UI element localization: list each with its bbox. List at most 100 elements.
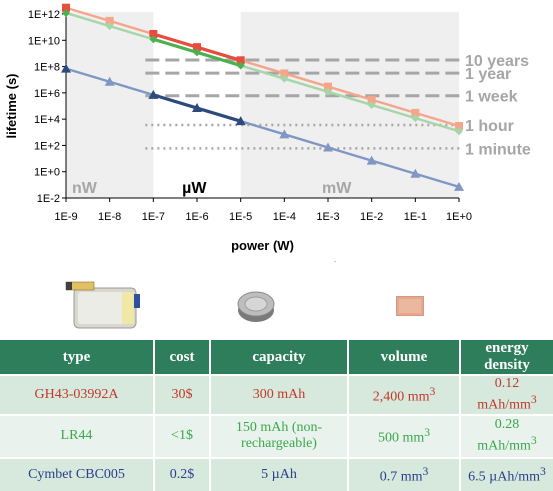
series-line-segment [109,24,154,41]
reference-line-label: 1 minute [465,141,531,158]
table-row: LR44 <1$ 150 mAh (non-rechargeable) 500 … [0,413,553,458]
data-point [366,155,377,165]
superscript: 3 [424,426,431,440]
reference-line-label: 1 hour [465,118,514,135]
data-point [280,69,289,78]
type-cell: Cymbet CBC005 [0,456,155,491]
x-tick-label: 1E-1 [404,211,427,223]
y-tick-label: 1E+12 [28,9,60,21]
region-band [240,12,459,198]
data-point [454,181,464,191]
data-point [149,30,158,39]
coin-cell-photo [237,291,275,322]
data-point [236,56,245,65]
series-line-segment [240,59,285,75]
column-header: volume [348,340,461,375]
superscript: 3 [429,385,436,398]
data-point [411,108,420,117]
smartwatch-battery-photo [65,281,140,329]
data-point [455,122,463,131]
data-point [193,43,201,52]
x-tick-label: 1E-8 [98,211,121,223]
series-line-segment [371,98,416,115]
series-line-segment [283,133,329,149]
legend-label: button cell battery [210,261,297,262]
series-line-segment [283,72,329,88]
data-point [280,74,289,83]
series-line-segment [152,37,198,54]
volume-value: 0.7 mm [379,469,423,485]
data-point [236,61,245,70]
y-axis-label: lifetime (s) [4,73,19,138]
series-line-segment [152,93,198,110]
y-tick-label: 1E+4 [34,114,60,126]
data-point [323,142,333,152]
series-line-segment [240,120,285,136]
data-point [235,116,246,126]
series-line-segment [152,32,198,49]
series-line-segment [109,19,154,36]
capacity-cell: 300 mAh [210,374,349,415]
region-band [66,12,154,198]
density-value: 6.5 µAh/mm [468,469,541,485]
data-point [104,76,115,86]
capacity-cell: 5 µAh [210,456,349,491]
type-cell: GH43-03992A [0,374,155,415]
density-value: 0.28 mAh/mm [477,417,531,454]
data-point [324,87,332,96]
legend-label: thin-film battery [359,261,435,262]
x-tick-label: 1E-4 [273,211,296,223]
series-line-segment [65,67,111,83]
series-square [62,3,463,131]
y-tick-label: 1E+2 [34,140,60,152]
series-line-segment [414,172,460,189]
data-point [411,114,420,123]
data-point [105,16,114,25]
density-value: 0.12 mAh/mm [477,376,531,413]
table-header-row: type cost capacity volume energy density [0,340,553,375]
series-line-segment [65,11,111,28]
series-line-segment [327,146,373,162]
x-tick-label: 1E-3 [316,211,339,223]
superscript: 3 [530,393,537,406]
x-tick-label: 1E-2 [360,211,383,223]
x-axis-label: power (W) [231,238,294,253]
superscript: 3 [422,464,429,478]
data-point [334,261,336,262]
region-label: nW [72,180,98,197]
y-tick-label: 1E+6 [34,88,60,100]
data-point [324,82,332,91]
series-diamond [62,8,463,136]
data-point [105,22,114,31]
x-tick-label: 1E-7 [142,211,165,223]
superscript: 3 [530,434,537,448]
series-line-segment [327,85,373,101]
volume-value: 2,400 mm [372,389,430,405]
density-cell: 6.5 µAh/mm3 [460,456,553,491]
column-header: cost [154,340,211,375]
series-line-segment [327,90,373,107]
data-point [367,95,376,104]
cost-cell: 0.2$ [154,456,211,491]
series-line-segment [109,80,154,97]
series-line-segment [371,103,416,120]
reference-line-label: 1 week [465,89,518,106]
volume-value: 500 mm [377,430,425,446]
cost-cell: 30$ [154,374,211,415]
x-tick-label: 1E+0 [446,211,472,223]
x-tick-label: 1E-5 [229,211,252,223]
column-header: type [0,340,155,375]
legend-label: smartwatch battery [57,261,150,262]
volume-cell: 0.7 mm3 [348,456,461,491]
data-point [62,8,70,17]
series-line-segment [283,77,329,93]
column-header: capacity [210,340,349,375]
battery-comparison-table: type cost capacity volume energy density… [0,340,553,491]
density-cell: 0.28 mAh/mm3 [460,413,553,458]
x-tick-label: 1E-6 [185,211,208,223]
region-label: µW [182,180,207,197]
cost-cell: <1$ [154,413,211,458]
y-tick-label: 1E+0 [34,167,60,179]
series-line-segment [196,45,242,62]
y-tick-label: 1E+10 [28,35,60,47]
